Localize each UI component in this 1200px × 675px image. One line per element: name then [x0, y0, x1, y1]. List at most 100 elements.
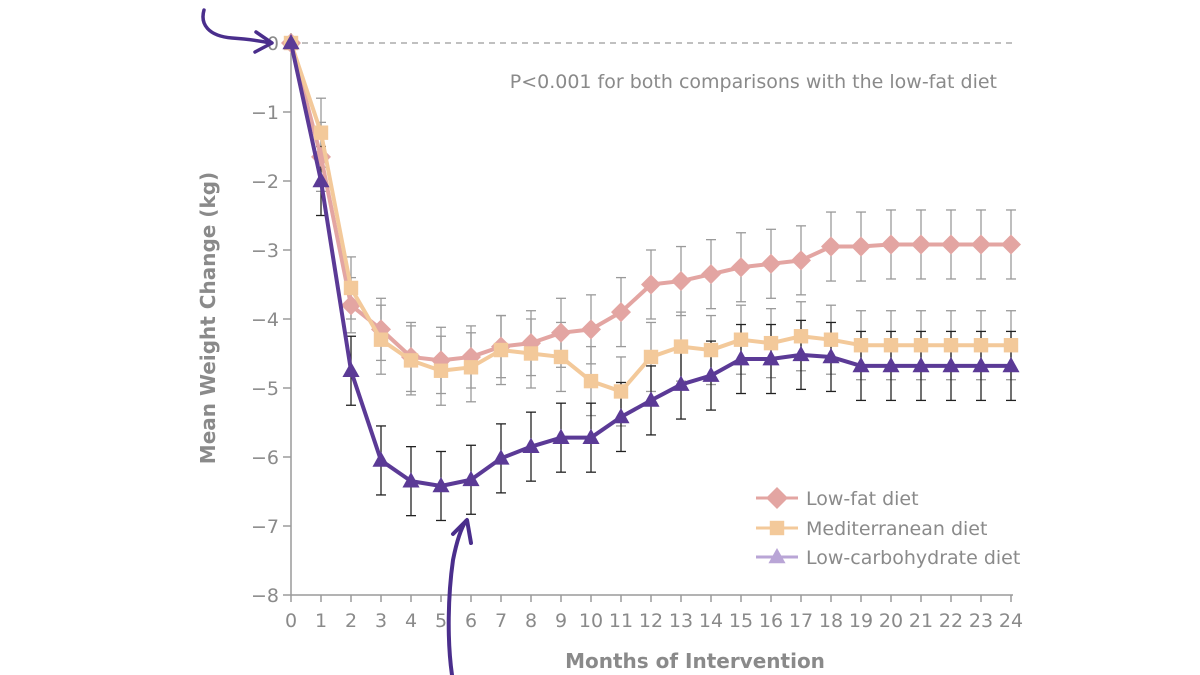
data-point-triangle	[642, 391, 660, 407]
data-point-triangle	[612, 407, 630, 424]
data-point-triangle	[342, 361, 360, 378]
data-point-diamond	[551, 322, 571, 343]
x-tick-label: 22	[939, 610, 963, 632]
data-point-diamond	[941, 234, 961, 255]
data-point-diamond	[911, 234, 931, 255]
data-point-diamond	[971, 234, 991, 255]
y-tick-label: −1	[251, 102, 279, 124]
x-tick-label: 12	[639, 610, 663, 632]
data-point-triangle	[402, 472, 420, 488]
y-tick-label: −5	[251, 378, 279, 400]
data-point-square	[913, 338, 929, 353]
data-point-diamond	[701, 264, 721, 285]
data-point-triangle	[312, 172, 330, 188]
x-tick-label: 5	[435, 610, 447, 632]
data-point-diamond	[611, 302, 631, 323]
data-point-square	[643, 349, 659, 365]
data-point-triangle	[462, 470, 480, 487]
x-tick-label: 10	[579, 610, 603, 632]
data-point-triangle	[1002, 356, 1020, 373]
hand-arrow-top-left	[201, 8, 272, 45]
data-point-triangle	[552, 428, 570, 444]
y-tick-label: −2	[251, 171, 279, 193]
data-point-triangle	[792, 345, 810, 362]
x-tick-label: 6	[465, 610, 477, 632]
data-point-square	[943, 338, 959, 353]
data-point-square	[853, 338, 869, 353]
data-point-square	[583, 373, 599, 389]
data-point-triangle	[852, 356, 870, 373]
data-point-triangle	[972, 356, 990, 373]
x-tick-label: 19	[849, 610, 873, 632]
data-point-diamond	[581, 319, 601, 340]
legend: Low-fat diet Mediterranean diet Low-carboh…	[756, 487, 1020, 569]
data-point-square	[373, 332, 389, 347]
x-tick-label: 18	[819, 610, 843, 632]
data-point-diamond	[1001, 234, 1021, 255]
data-point-diamond	[881, 234, 901, 255]
data-point-square	[673, 339, 689, 354]
data-point-square	[823, 332, 839, 347]
data-point-diamond	[761, 253, 781, 274]
p-value-annotation: P<0.001 for both comparisons with the lo…	[510, 71, 997, 93]
hand-arrow-bottom	[446, 519, 468, 675]
legend-marker-diamond	[766, 487, 788, 509]
data-point-triangle	[522, 437, 540, 453]
legend-label: Low-fat diet	[806, 488, 919, 510]
data-point-diamond	[821, 236, 841, 257]
x-tick-label: 15	[729, 610, 753, 632]
data-point-triangle	[432, 476, 450, 493]
data-point-triangle	[672, 375, 690, 391]
data-point-triangle	[732, 350, 750, 366]
data-point-square	[793, 329, 809, 344]
x-tick-label: 11	[609, 610, 633, 632]
data-point-square	[553, 349, 569, 365]
y-tick-label: −3	[251, 240, 279, 262]
y-tick-label: −6	[251, 447, 279, 469]
data-point-diamond	[791, 250, 811, 271]
legend-label: Mediterranean diet	[806, 518, 987, 540]
data-point-square	[463, 360, 479, 375]
data-point-diamond	[641, 274, 661, 295]
data-point-triangle	[582, 428, 600, 444]
legend-marker-triangle	[768, 548, 786, 564]
x-axis-title: Months of Intervention	[565, 649, 825, 673]
x-tick-label: 13	[669, 610, 693, 632]
y-tick-label: −8	[251, 585, 279, 607]
data-point-diamond	[671, 271, 691, 292]
data-point-square	[973, 338, 989, 353]
data-point-square	[703, 342, 719, 358]
data-point-square	[883, 338, 899, 353]
x-tick-label: 9	[555, 610, 567, 632]
x-tick-label: 24	[999, 610, 1023, 632]
x-tick-label: 2	[345, 610, 357, 632]
data-point-square	[1003, 338, 1019, 353]
data-point-square	[403, 353, 419, 368]
data-point-triangle	[702, 366, 720, 382]
data-point-triangle	[912, 356, 930, 373]
data-point-triangle	[762, 350, 780, 366]
data-point-triangle	[282, 34, 300, 50]
x-tick-label: 17	[789, 610, 813, 632]
series-layer	[281, 33, 1021, 522]
legend-label: Low-carbohydrate diet	[806, 547, 1020, 569]
data-point-triangle	[372, 451, 390, 467]
legend-marker-square	[769, 520, 785, 536]
x-tick-label: 8	[525, 610, 537, 632]
y-tick-label: −7	[251, 516, 279, 538]
data-point-square	[493, 342, 509, 358]
axis-layer: 0−1−2−3−4−5−6−7−80 1 2 3 4 5 6 7 8 9 10 11 12 13 14 15 1…	[251, 33, 1023, 632]
data-point-square	[313, 125, 329, 140]
x-tick-label: 16	[759, 610, 783, 632]
x-tick-label: 3	[375, 610, 387, 632]
data-point-diamond	[851, 236, 871, 257]
x-tick-label: 23	[969, 610, 993, 632]
data-point-triangle	[492, 449, 510, 465]
x-tick-label: 7	[495, 610, 507, 632]
x-tick-label: 4	[405, 610, 417, 632]
hand-drawn-arrows	[201, 8, 473, 675]
y-tick-label: −4	[251, 309, 279, 331]
x-tick-label: 0	[285, 610, 297, 632]
x-tick-label: 21	[909, 610, 933, 632]
